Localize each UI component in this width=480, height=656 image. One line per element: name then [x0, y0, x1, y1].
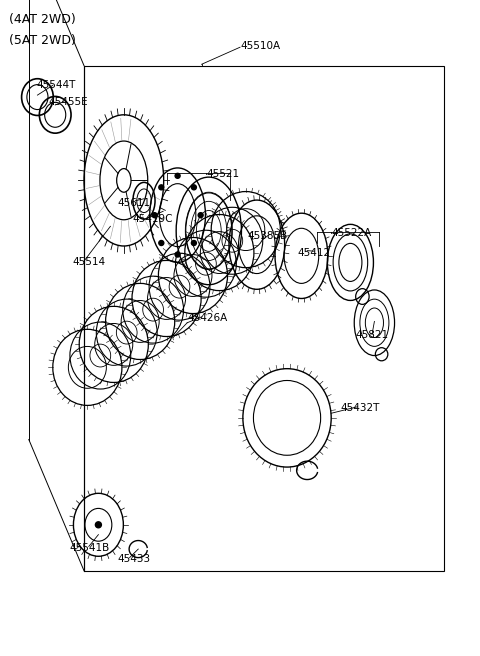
Circle shape [192, 241, 196, 245]
Bar [84, 66, 444, 571]
Circle shape [159, 241, 164, 245]
Text: 45426A: 45426A [187, 313, 228, 323]
Circle shape [175, 252, 180, 257]
Text: 45412: 45412 [298, 247, 331, 258]
Text: 45544T: 45544T [36, 80, 75, 91]
Text: 45514: 45514 [72, 257, 105, 268]
Circle shape [96, 522, 101, 528]
Circle shape [198, 213, 203, 218]
Text: 45433: 45433 [118, 554, 151, 564]
Text: (5AT 2WD): (5AT 2WD) [9, 34, 75, 47]
Text: 45541B: 45541B [70, 543, 110, 553]
Text: 45510A: 45510A [240, 41, 280, 51]
Text: 45821: 45821 [355, 329, 388, 340]
Text: 45385B: 45385B [247, 231, 288, 241]
Text: 45455E: 45455E [48, 96, 88, 107]
Circle shape [152, 213, 157, 218]
Text: (4AT 2WD): (4AT 2WD) [9, 13, 75, 26]
Text: 45611: 45611 [118, 198, 151, 209]
Circle shape [192, 185, 196, 190]
Text: 45522A: 45522A [331, 228, 372, 238]
Text: 45521: 45521 [206, 169, 240, 179]
Text: 45432T: 45432T [341, 403, 380, 413]
Circle shape [159, 185, 164, 190]
Circle shape [175, 173, 180, 178]
Text: 45419C: 45419C [132, 214, 172, 224]
